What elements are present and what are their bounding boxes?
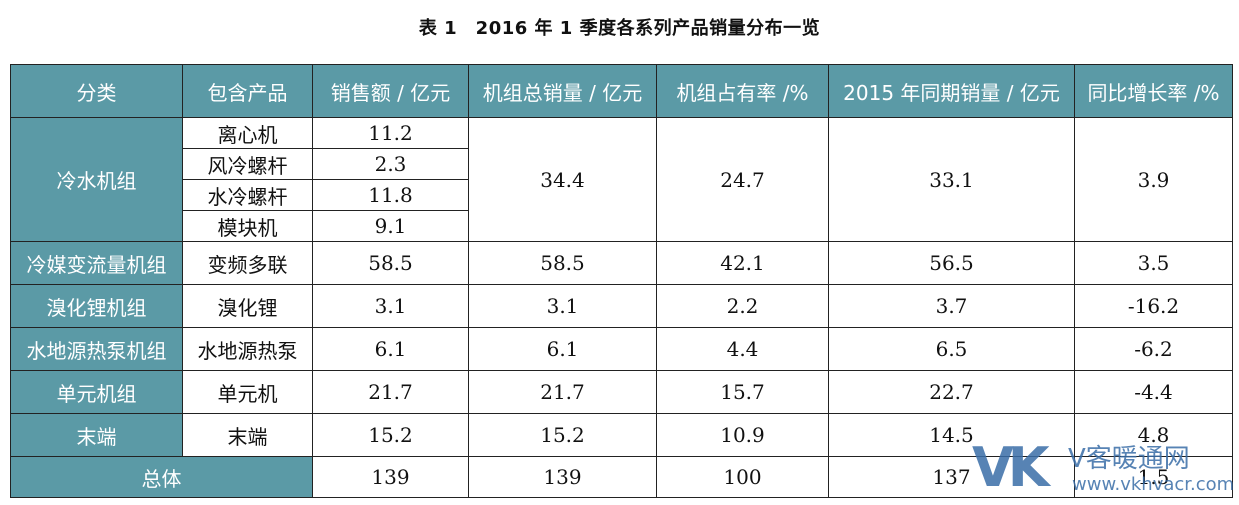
unit-total-cell: 139: [468, 456, 657, 498]
header-product: 包含产品: [182, 64, 313, 118]
product-cell: 单元机: [182, 370, 313, 414]
category-cell: 末端: [10, 413, 183, 457]
share-cell: 42.1: [656, 241, 829, 285]
prev-year-cell: 14.5: [828, 413, 1075, 457]
header-share: 机组占有率 /%: [656, 64, 829, 118]
growth-cell: 3.5: [1074, 241, 1233, 285]
header-prev-year: 2015 年同期销量 / 亿元: [828, 64, 1075, 118]
unit-total-cell: 15.2: [468, 413, 657, 457]
prev-year-cell: 56.5: [828, 241, 1075, 285]
sales-cell: 2.3: [312, 148, 469, 180]
share-cell: 2.2: [656, 284, 829, 328]
sales-cell: 9.1: [312, 210, 469, 242]
prev-year-cell: 33.1: [828, 117, 1075, 242]
product-cell: 变频多联: [182, 241, 313, 285]
growth-cell: 3.9: [1074, 117, 1233, 242]
product-cell: 水冷螺杆: [182, 179, 313, 211]
share-cell: 100: [656, 456, 829, 498]
sales-cell: 58.5: [312, 241, 469, 285]
prev-year-cell: 22.7: [828, 370, 1075, 414]
sales-cell: 15.2: [312, 413, 469, 457]
growth-cell: 1.5: [1074, 456, 1233, 498]
sales-cell: 11.2: [312, 117, 469, 149]
table-row: 末端 末端 15.2 15.2 10.9 14.5 4.8: [10, 413, 1233, 457]
unit-total-cell: 34.4: [468, 117, 657, 242]
header-growth: 同比增长率 /%: [1074, 64, 1233, 118]
unit-total-cell: 3.1: [468, 284, 657, 328]
growth-cell: -6.2: [1074, 327, 1233, 371]
prev-year-cell: 6.5: [828, 327, 1075, 371]
sales-cell: 11.8: [312, 179, 469, 211]
unit-total-cell: 58.5: [468, 241, 657, 285]
table-row: 冷媒变流量机组 变频多联 58.5 58.5 42.1 56.5 3.5: [10, 241, 1233, 285]
product-cell: 风冷螺杆: [182, 148, 313, 180]
product-cell: 溴化锂: [182, 284, 313, 328]
header-category: 分类: [10, 64, 183, 118]
share-cell: 4.4: [656, 327, 829, 371]
product-cell: 模块机: [182, 210, 313, 242]
table-row: 冷水机组 离心机 11.2 34.4 24.7 33.1 3.9: [10, 117, 1233, 242]
category-cell: 单元机组: [10, 370, 183, 414]
prev-year-cell: 3.7: [828, 284, 1075, 328]
category-cell: 冷水机组: [10, 117, 183, 242]
prev-year-cell: 137: [828, 456, 1075, 498]
growth-cell: 4.8: [1074, 413, 1233, 457]
total-row: 总体 139 139 100 137 1.5: [10, 456, 1233, 498]
table-row: 风冷螺杆 2.3: [11, 148, 1233, 180]
sales-cell: 6.1: [312, 327, 469, 371]
table-caption: 表 1 2016 年 1 季度各系列产品销量分布一览: [418, 18, 821, 39]
unit-total-cell: 6.1: [468, 327, 657, 371]
sales-cell: 3.1: [312, 284, 469, 328]
category-cell: 冷媒变流量机组: [10, 241, 183, 285]
sales-cell: 139: [312, 456, 469, 498]
share-cell: 15.7: [656, 370, 829, 414]
table-row: 溴化锂机组 溴化锂 3.1 3.1 2.2 3.7 -16.2: [10, 284, 1233, 328]
product-cell: 水地源热泵: [182, 327, 313, 371]
category-cell: 水地源热泵机组: [10, 327, 183, 371]
table-row: 水地源热泵机组 水地源热泵 6.1 6.1 4.4 6.5 -6.2: [10, 327, 1233, 371]
total-label: 总体: [10, 456, 313, 498]
product-cell: 离心机: [182, 117, 313, 149]
category-cell: 溴化锂机组: [10, 284, 183, 328]
header-row: 分类 包含产品 销售额 / 亿元 机组总销量 / 亿元 机组占有率 /% 201…: [10, 64, 1233, 118]
sales-table: 分类 包含产品 销售额 / 亿元 机组总销量 / 亿元 机组占有率 /% 201…: [10, 64, 1233, 498]
sales-cell: 21.7: [312, 370, 469, 414]
table-row: 单元机组 单元机 21.7 21.7 15.7 22.7 -4.4: [10, 370, 1233, 414]
growth-cell: -16.2: [1074, 284, 1233, 328]
growth-cell: -4.4: [1074, 370, 1233, 414]
product-cell: 末端: [182, 413, 313, 457]
share-cell: 10.9: [656, 413, 829, 457]
share-cell: 24.7: [656, 117, 829, 242]
header-sales: 销售额 / 亿元: [312, 64, 469, 118]
header-unit-total: 机组总销量 / 亿元: [468, 64, 657, 118]
unit-total-cell: 21.7: [468, 370, 657, 414]
